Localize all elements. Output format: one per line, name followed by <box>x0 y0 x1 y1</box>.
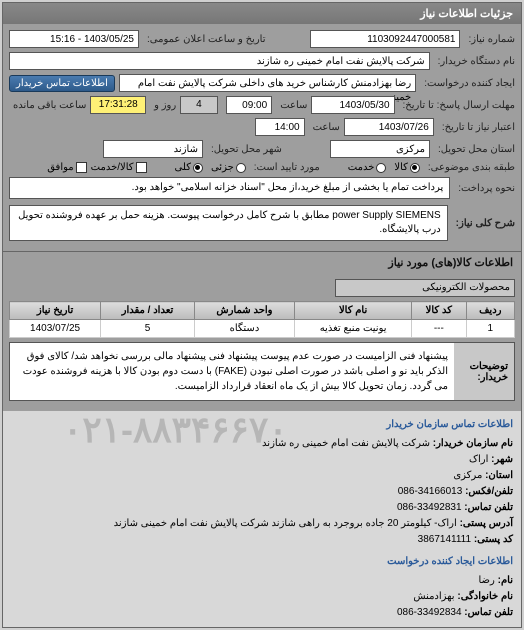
c1-phone-label: تلفن/فکس: <box>465 486 513 497</box>
items-section-title: اطلاعات کالا(های) مورد نیاز <box>3 251 521 273</box>
td-name: یونیت منبع تغذیه <box>295 320 412 338</box>
desc-label: توضیحات خریدار: <box>454 343 514 400</box>
th-name: نام کالا <box>295 302 412 320</box>
c1-phone: 34166013-086 <box>398 486 463 497</box>
th-row: ردیف <box>466 302 514 320</box>
days-label: روز و <box>150 100 176 111</box>
items-table: ردیف کد کالا نام کالا واحد شمارش تعداد /… <box>9 301 515 338</box>
radio-khedmat[interactable]: خدمت <box>348 162 387 173</box>
announce-field: 1403/05/25 - 15:16 <box>9 30 139 48</box>
c2-phone: 33492834-086 <box>397 607 462 618</box>
agree-label: مورد تایید است: <box>250 162 320 173</box>
panel-title: جزئیات اطلاعات نیاز <box>3 3 521 24</box>
cb-kala-khedmat[interactable]: کالا/خدمت <box>91 162 147 173</box>
c1-prov: مرکزی <box>453 470 482 481</box>
th-date: تاریخ نیاز <box>10 302 101 320</box>
deadline-time: 09:00 <box>226 96 273 114</box>
buyer-org-label: نام دستگاه خریدار: <box>434 56 515 67</box>
announce-label: تاریخ و ساعت اعلان عمومی: <box>143 34 266 45</box>
deadline-label: مهلت ارسال پاسخ: تا تاریخ: <box>399 100 515 111</box>
c1-post: 3867141111 <box>418 534 471 545</box>
pack-label: طبقه بندی موضوعی: <box>424 162 515 173</box>
td-unit: دستگاه <box>194 320 294 338</box>
c1-org-label: نام سازمان خریدار: <box>433 438 513 449</box>
delivery-city: شازند <box>103 140 203 158</box>
c1-state: اراک <box>469 454 488 465</box>
desc-content: پیشنهاد فنی الزامیست در صورت عدم پیوست پ… <box>10 343 454 400</box>
cb-movafegh[interactable]: موافق <box>47 162 86 173</box>
payment-label: نحوه پرداخت: <box>454 183 515 194</box>
td-code: --- <box>412 320 466 338</box>
buyer-org-field: شرکت پالایش نفت امام خمینی ره شازند <box>9 52 430 70</box>
c2-family: بهزادمنش <box>413 591 454 602</box>
c1-post-label: کد پستی: <box>474 534 513 545</box>
delivery-city-label: شهر محل تحویل: <box>207 144 282 155</box>
keyword-label: شرح کلی نیاز: <box>452 218 515 229</box>
validity-label: اعتبار نیاز تا تاریخ: <box>438 122 515 133</box>
radio-jozei[interactable]: جزئی <box>211 162 246 173</box>
table-row[interactable]: 1 --- یونیت منبع تغذیه دستگاه 5 1403/07/… <box>10 320 515 338</box>
time-label-2: ساعت <box>309 122 340 133</box>
keyword-text: power Supply SIEMENS مطابق با شرح کامل د… <box>9 205 448 241</box>
c1-fax: 33492831-086 <box>397 502 462 513</box>
c2-phone-label: تلفن تماس: <box>464 607 513 618</box>
category-field: محصولات الکترونیکی <box>335 279 515 297</box>
td-row: 1 <box>466 320 514 338</box>
td-qty: 5 <box>101 320 195 338</box>
creator-field: رضا بهزادمنش کارشناس خرید های داخلی شرکت… <box>119 74 416 92</box>
c2-name-label: نام: <box>498 575 513 586</box>
th-qty: تعداد / مقدار <box>101 302 195 320</box>
delivery-state: مرکزی <box>330 140 430 158</box>
req-number-field: 1103092447000581 <box>310 30 460 48</box>
validity-date: 1403/07/26 <box>344 118 434 136</box>
th-code: کد کالا <box>412 302 466 320</box>
c1-prov-label: استان: <box>485 470 513 481</box>
c1-org: شرکت پالایش نفت امام خمینی ره شازند <box>262 438 430 449</box>
creator-label: ایجاد کننده درخواست: <box>420 78 515 89</box>
c1-state-label: شهر: <box>491 454 513 465</box>
c2-name: رضا <box>478 575 494 586</box>
contact2-header: اطلاعات ایجاد کننده درخواست <box>11 554 513 570</box>
req-number-label: شماره نیاز: <box>464 34 515 45</box>
time-label-1: ساعت <box>276 100 307 111</box>
c2-family-label: نام خانوادگی: <box>457 591 513 602</box>
validity-time: 14:00 <box>255 118 305 136</box>
c1-fax-label: تلفن تماس: <box>464 502 513 513</box>
payment-text: پرداخت تمام یا بخشی از مبلغ خرید،از محل … <box>9 177 450 199</box>
delivery-state-label: استان محل تحویل: <box>434 144 515 155</box>
radio-kala[interactable]: کالا <box>394 162 420 173</box>
c1-addr: اراک- کیلومتر 20 جاده بروجرد به راهی شاز… <box>114 518 457 529</box>
deadline-date: 1403/05/30 <box>311 96 394 114</box>
radio-koli[interactable]: کلی <box>175 162 203 173</box>
th-unit: واحد شمارش <box>194 302 294 320</box>
c1-addr-label: آدرس پستی: <box>460 518 513 529</box>
days-remaining: 4 <box>180 96 217 114</box>
contact-buyer-button[interactable]: اطلاعات تماس خریدار <box>9 75 115 92</box>
time-remaining: 17:31:28 <box>90 96 146 114</box>
td-date: 1403/07/25 <box>10 320 101 338</box>
contact1-header: اطلاعات تماس سازمان خریدار <box>11 417 513 433</box>
remaining-label: ساعت باقی مانده <box>9 100 86 111</box>
